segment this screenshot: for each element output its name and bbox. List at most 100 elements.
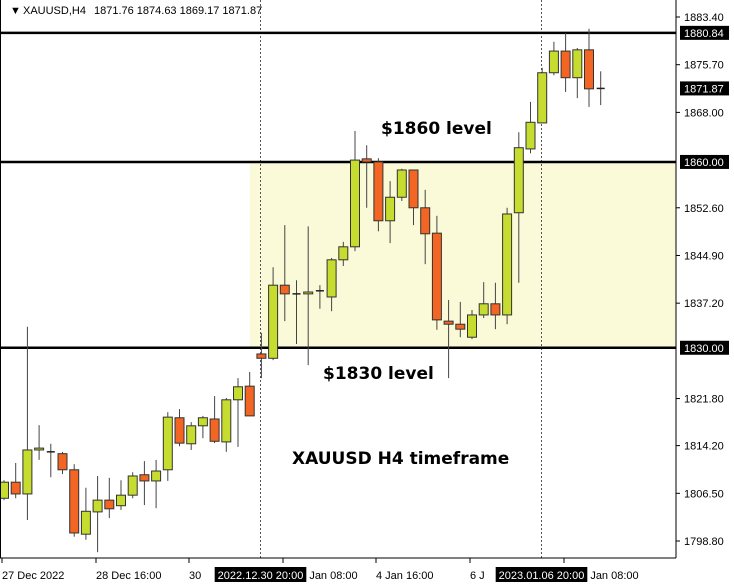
candle-body — [303, 291, 314, 295]
candle-body — [139, 474, 150, 482]
candle — [537, 67, 548, 124]
price-label-box — [680, 154, 729, 169]
candle — [209, 396, 220, 444]
candle-body — [186, 425, 197, 445]
candle-body — [385, 196, 396, 222]
price-label-box — [680, 81, 729, 96]
candle — [478, 282, 489, 319]
time-label-box — [495, 567, 588, 582]
candle — [116, 480, 126, 511]
candle-body — [361, 158, 372, 163]
candle — [396, 168, 407, 201]
candle — [361, 145, 372, 208]
candle — [560, 33, 571, 92]
candle — [256, 332, 267, 379]
candle-body — [467, 314, 477, 338]
candle-body — [279, 284, 290, 295]
candle-body — [478, 303, 489, 316]
ohlc-readout: 1871.76 1874.63 1869.17 1871.87 — [94, 5, 262, 17]
time-label: 2022.12.30 20:00 — [218, 570, 304, 582]
candle — [420, 189, 431, 265]
candle-body — [443, 320, 454, 325]
candle — [0, 480, 9, 501]
candle — [268, 267, 279, 361]
y-tick-label: 1852.60 — [684, 203, 724, 215]
candle — [443, 300, 454, 379]
candle-body — [396, 169, 407, 198]
y-tick-label: 1883.40 — [684, 12, 724, 24]
candle-body — [420, 207, 431, 235]
y-tick-label: 1875.70 — [684, 60, 724, 72]
candle — [22, 326, 33, 520]
y-tick-label: 1844.90 — [684, 250, 724, 262]
x-tick-label: 4 Jan 16:00 — [376, 570, 434, 582]
candle — [233, 378, 243, 447]
candle-body — [525, 121, 536, 150]
candle — [92, 475, 103, 553]
candle-body — [162, 416, 173, 471]
candle — [315, 285, 324, 309]
candle — [596, 71, 605, 106]
candle-body — [572, 49, 583, 79]
price-label-box — [680, 340, 729, 355]
candle-body — [57, 453, 68, 471]
candle-body — [116, 494, 126, 507]
y-tick-label: 1798.80 — [684, 536, 724, 548]
x-tick-label: Jan 08:00 — [590, 570, 638, 582]
candle-body — [408, 169, 419, 209]
candle — [279, 225, 290, 322]
candle-body — [209, 418, 220, 442]
candle-body — [560, 50, 571, 79]
candle — [46, 443, 55, 478]
candle — [373, 158, 384, 232]
x-tick-label: 28 Dec 16:00 — [96, 570, 161, 582]
candle-body — [338, 246, 349, 261]
candle — [244, 371, 255, 417]
candle — [69, 464, 80, 537]
candle-body — [197, 417, 208, 427]
candle — [174, 409, 185, 447]
annotation-1830-level: $1830 level — [323, 364, 434, 384]
candle-body — [373, 161, 384, 222]
candle — [57, 451, 68, 475]
price-label: 1830.00 — [684, 343, 724, 355]
candle — [513, 132, 524, 283]
candle-body — [584, 49, 594, 90]
candle-body — [548, 50, 559, 74]
x-tick-label: 6 J — [470, 570, 485, 582]
candle — [338, 241, 349, 266]
candle — [385, 181, 396, 244]
price-label-box — [680, 25, 729, 40]
annotation-timeframe: XAUUSD H4 timeframe — [292, 449, 509, 469]
candle — [127, 472, 138, 499]
x-tick-label: 30 — [189, 570, 201, 582]
candle-body — [151, 470, 162, 482]
candle-body — [0, 481, 9, 499]
candle — [350, 130, 360, 252]
candle-body — [174, 417, 185, 444]
candle-body — [104, 499, 115, 510]
candle — [80, 487, 91, 540]
candle-body — [431, 232, 442, 321]
symbol-dropdown-icon[interactable]: ▼ — [10, 5, 21, 17]
candle — [467, 309, 477, 340]
candle — [221, 397, 232, 452]
candle — [34, 425, 45, 460]
x-tick-label: 27 Dec 2022 — [2, 570, 64, 582]
candle-body — [326, 259, 337, 298]
candle — [572, 47, 583, 99]
annotation-1860-level: $1860 level — [381, 119, 492, 139]
price-label: 1860.00 — [684, 157, 724, 169]
candle — [455, 301, 466, 338]
candle-body — [80, 510, 91, 535]
candle — [584, 28, 594, 107]
candle — [10, 462, 21, 499]
candle-body — [350, 159, 360, 248]
candle — [139, 461, 150, 506]
candle — [292, 280, 301, 345]
candle-body — [127, 475, 138, 496]
candle-body — [513, 147, 524, 214]
candle-body — [455, 323, 466, 330]
